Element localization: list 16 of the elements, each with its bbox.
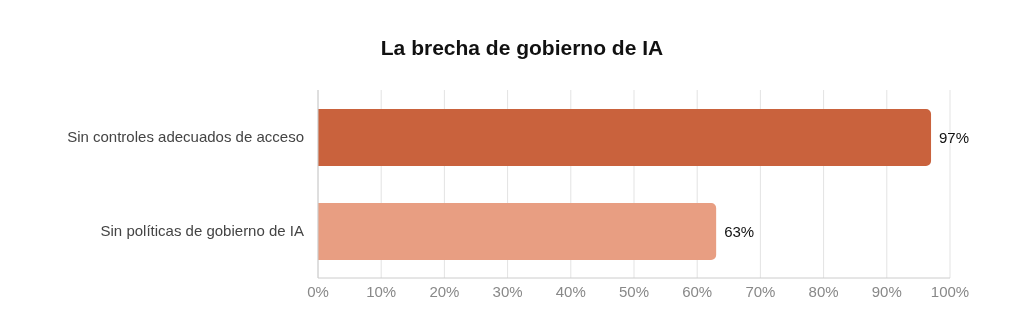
chart-title: La brecha de gobierno de IA xyxy=(379,35,665,61)
x-tick-label: 0% xyxy=(307,282,329,300)
data-label: 63% xyxy=(724,223,755,240)
x-tick-label: 10% xyxy=(366,282,397,300)
data-label: 97% xyxy=(939,129,970,146)
x-tick-label: 90% xyxy=(871,282,902,300)
x-tick-label: 40% xyxy=(555,282,586,300)
x-tick-label: 60% xyxy=(682,282,713,300)
x-tick-label: 50% xyxy=(618,282,650,300)
x-tick-label: 100% xyxy=(930,282,970,300)
x-tick-label: 30% xyxy=(492,282,523,300)
y-tick-label: Sin controles adecuados de acceso xyxy=(67,128,304,146)
x-tick-label: 70% xyxy=(745,282,776,300)
y-tick-label: Sin políticas de gobierno de IA xyxy=(100,222,304,240)
x-tick-label: 20% xyxy=(429,282,460,300)
x-tick-label: 80% xyxy=(808,282,839,300)
